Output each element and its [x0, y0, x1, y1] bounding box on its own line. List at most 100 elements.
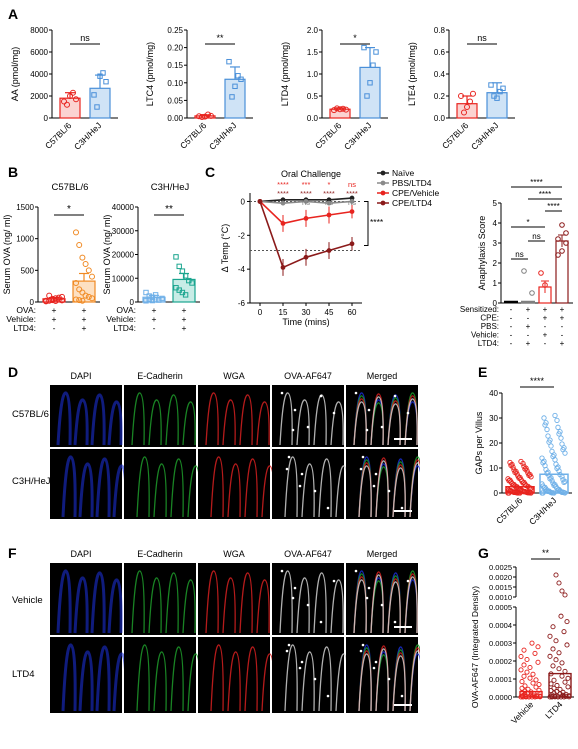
data-point [559, 474, 565, 480]
data-point [549, 477, 555, 484]
y-tick-label: 0.6 [434, 48, 446, 57]
significance-label: **** [277, 189, 289, 198]
data-point [514, 484, 520, 490]
micrograph-tile [50, 637, 122, 713]
y-tick-label: 20000 [112, 251, 135, 260]
data-point [361, 44, 367, 51]
ova-signal [285, 649, 289, 653]
x-tick-label: 45 [325, 308, 334, 317]
data-point [536, 687, 542, 693]
data-point [550, 663, 556, 669]
row-label: LTD4: [113, 323, 136, 333]
data-point [528, 692, 534, 698]
significance-label: * [67, 204, 71, 215]
villus-outline [205, 570, 219, 634]
y-tick-label: 0.0015 [489, 583, 512, 592]
data-point [548, 687, 554, 694]
villus-outline [284, 456, 298, 518]
row-label: PBS: [481, 322, 499, 331]
data-point [528, 485, 534, 491]
data-point [89, 273, 95, 280]
data-point [500, 85, 506, 91]
panel-label-d: D [8, 364, 19, 380]
villus-outline [387, 403, 401, 446]
y-tick-label: -6 [238, 299, 246, 308]
data-point [156, 297, 162, 303]
data-point [509, 461, 515, 468]
data-point [521, 268, 527, 274]
data-point [52, 298, 59, 305]
data-point [334, 105, 340, 112]
data-point [547, 437, 553, 443]
villus-outline [95, 645, 111, 712]
data-point [43, 297, 49, 304]
col-label-dapi: DAPI [70, 371, 92, 381]
villus-outline [148, 577, 162, 634]
data-point [559, 588, 565, 594]
data-point [508, 488, 514, 494]
data-point [470, 90, 476, 97]
micrograph-tile [198, 637, 270, 713]
row-value: + [526, 305, 531, 314]
data-point [326, 200, 332, 206]
panel-label-e: E [478, 364, 488, 380]
villus-outline [170, 646, 184, 712]
data-point [540, 490, 546, 496]
villus-outline [392, 655, 406, 712]
data-point [52, 295, 59, 302]
row-value: + [543, 305, 548, 314]
y-tick-label: 3 [493, 239, 498, 248]
x-tick-label: LTD4 [543, 699, 565, 721]
ova-signal [354, 569, 358, 573]
data-point [556, 486, 562, 493]
y-tick-label: 6000 [30, 48, 48, 57]
ova-signal [374, 660, 378, 664]
data-point [280, 221, 286, 226]
data-point [467, 98, 473, 105]
villus-outline [210, 456, 224, 518]
data-point [527, 664, 533, 671]
y-tick-label: 0.0001 [489, 675, 512, 684]
micrograph-tile [198, 449, 270, 519]
y-axis-label: Serum OVA (ng/ ml) [102, 215, 112, 295]
data-point [173, 254, 179, 260]
data-point [520, 460, 526, 467]
data-point [532, 650, 538, 656]
villus-outline [279, 570, 293, 634]
ova-signal [332, 411, 336, 415]
villus-outline [301, 651, 315, 712]
significance-label: ns [80, 33, 90, 43]
x-tick-label: Vehicle [509, 699, 536, 726]
data-point [555, 252, 561, 258]
villus-outline [182, 401, 196, 446]
panel-label-a: A [8, 6, 19, 22]
data-point [76, 297, 83, 304]
data-point [531, 691, 537, 697]
data-point [564, 619, 570, 625]
data-point [367, 80, 373, 86]
data-point [464, 104, 470, 110]
y-axis-label: OVA-AF647 (Integrated Density) [470, 586, 480, 708]
significance-label: **** [530, 376, 545, 386]
data-point [461, 109, 467, 116]
data-point [521, 647, 527, 653]
significance-label: **** [547, 202, 559, 211]
y-tick-label: 0.5 [307, 92, 319, 101]
data-point [303, 254, 309, 260]
data-point [536, 682, 542, 688]
data-point [226, 58, 232, 65]
villus-outline [409, 462, 420, 518]
data-point [82, 292, 89, 299]
y-tick-label: 0.0003 [489, 639, 512, 648]
villus-outline [73, 576, 89, 634]
col-label-wga-f: WGA [223, 549, 245, 559]
data-point [560, 692, 566, 698]
panel-e-chart: 0 10 20 30 40 GAPs per Villus C57BL/6 C3H/HeJ **… [474, 376, 572, 527]
ova-signal [313, 489, 317, 493]
data-point [143, 298, 149, 304]
villus-outline [165, 572, 179, 634]
data-point [521, 479, 527, 486]
data-point [529, 640, 535, 646]
y-tick-label: 0.0020 [489, 573, 512, 582]
